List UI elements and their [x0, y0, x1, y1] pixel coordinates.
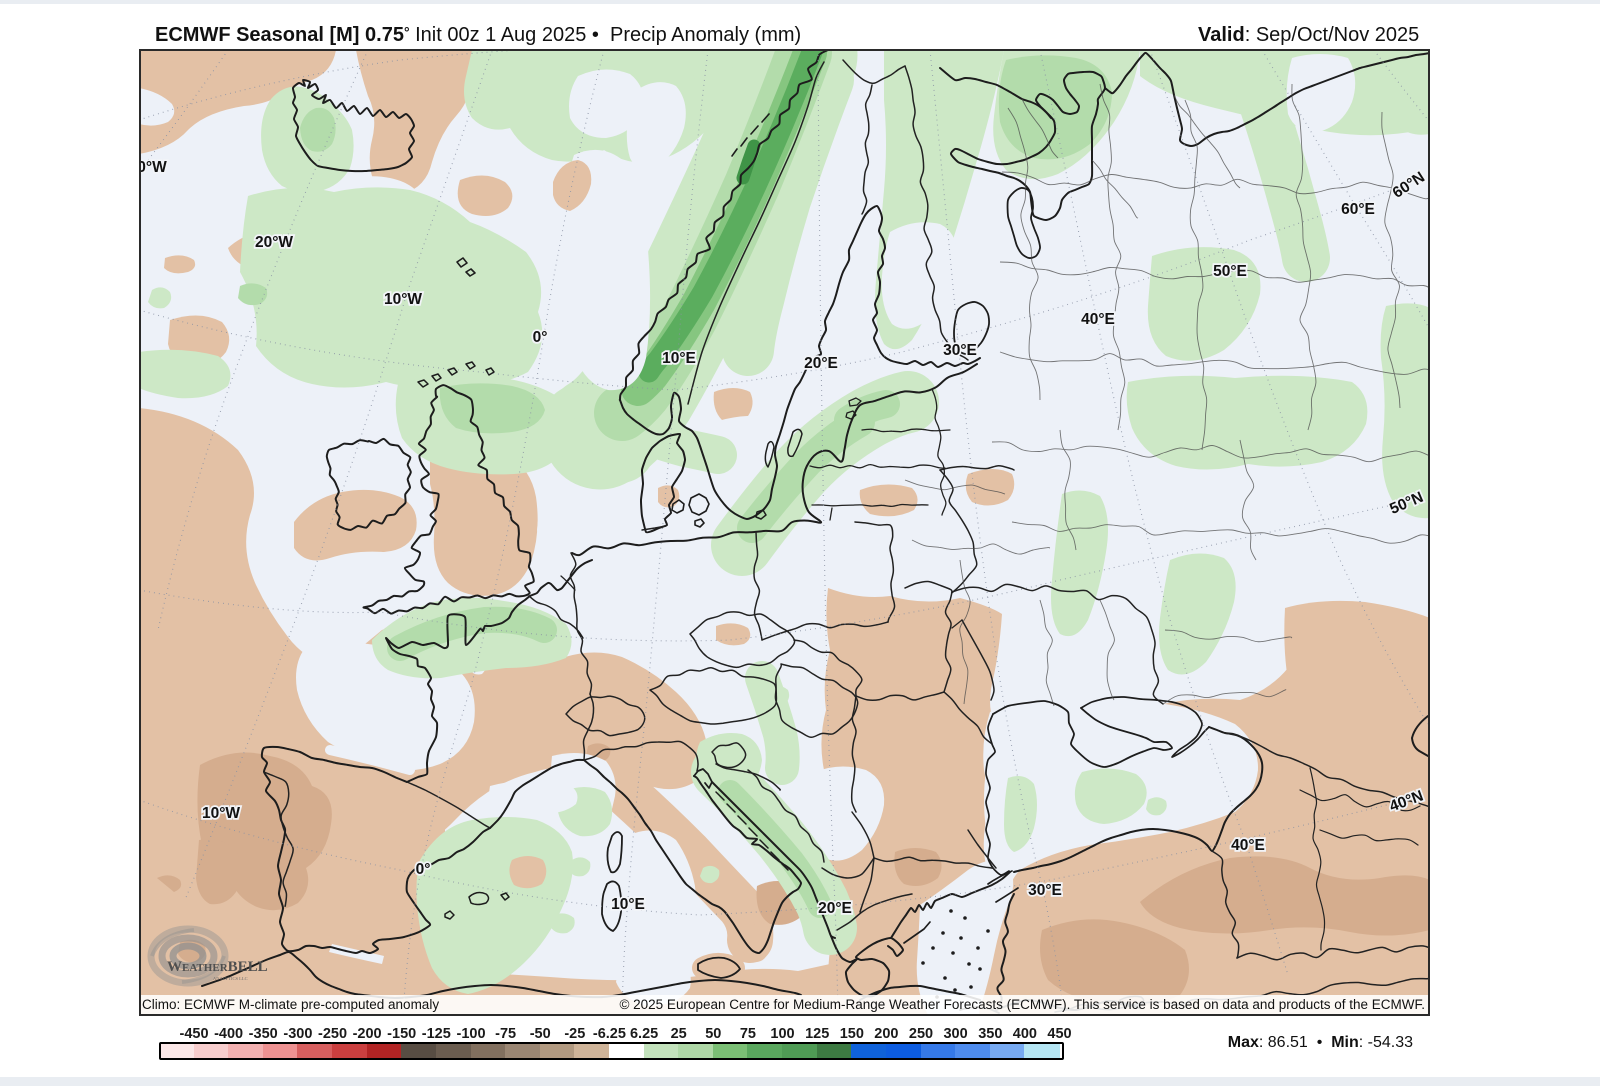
svg-text:0°: 0° — [533, 329, 548, 346]
svg-text:50°E: 50°E — [1213, 263, 1247, 280]
svg-text:40°E: 40°E — [1081, 311, 1115, 328]
svg-text:10°E: 10°E — [611, 896, 645, 913]
svg-text:ANALYTICS LLC: ANALYTICS LLC — [213, 976, 248, 981]
svg-text:10°W: 10°W — [202, 805, 240, 822]
svg-text:60°E: 60°E — [1341, 201, 1375, 218]
svg-text:20°W: 20°W — [255, 234, 293, 251]
svg-text:© 2025 European Centre for Med: © 2025 European Centre for Medium-Range … — [619, 997, 1425, 1012]
svg-text:40°E: 40°E — [1231, 837, 1265, 854]
svg-text:WEATHERBELL: WEATHERBELL — [167, 959, 268, 975]
svg-text:0°: 0° — [416, 861, 431, 878]
svg-text:0°W: 0°W — [139, 159, 167, 176]
svg-text:10°E: 10°E — [662, 350, 696, 367]
svg-text:10°W: 10°W — [384, 291, 422, 308]
svg-text:Climo: ECMWF M-climate pre-com: Climo: ECMWF M-climate pre-computed anom… — [142, 997, 439, 1012]
svg-text:30°E: 30°E — [943, 342, 977, 359]
svg-text:20°E: 20°E — [804, 355, 838, 372]
svg-text:20°E: 20°E — [818, 900, 852, 917]
svg-text:30°E: 30°E — [1028, 882, 1062, 899]
